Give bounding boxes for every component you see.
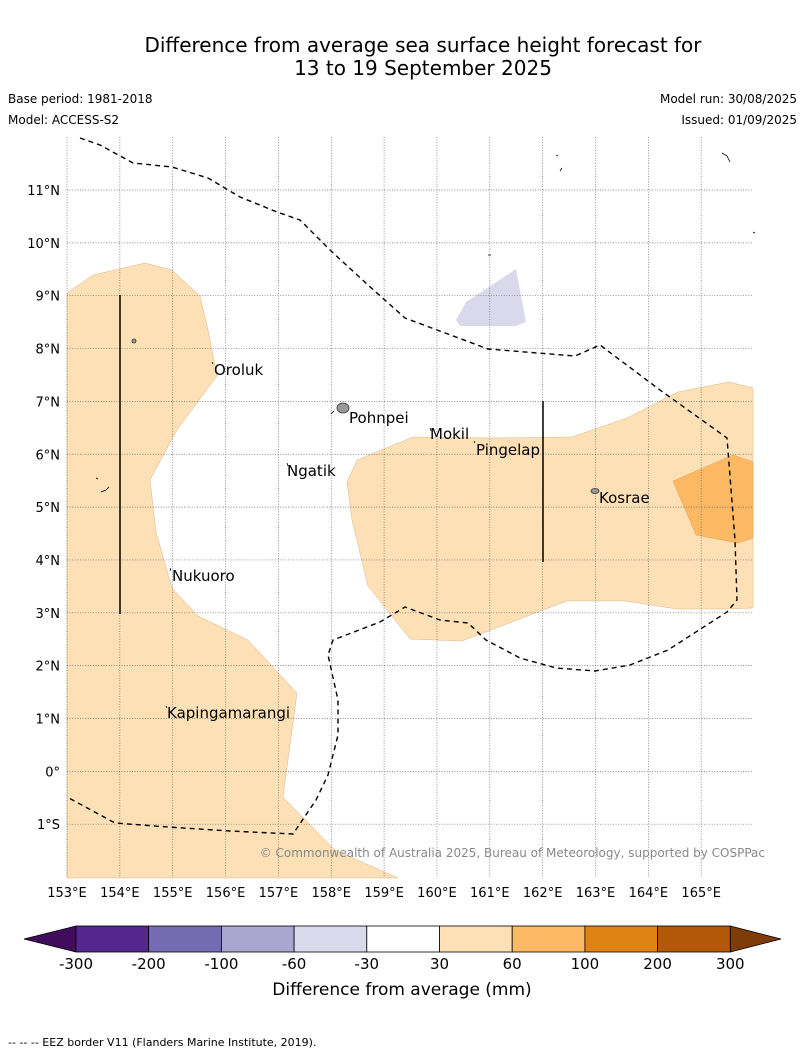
lon-tick-label: 163°E <box>576 886 616 901</box>
colorbar-tick-labels: -300 -200 -100 -60 -30 30 60 100 200 300 <box>59 955 745 973</box>
lat-tick-label: 4°N <box>36 554 61 569</box>
lat-tick-label: 9°N <box>36 290 61 305</box>
lat-tick-label: 0° <box>45 765 60 780</box>
eez-border-north <box>66 137 738 835</box>
lat-tick-label: 2°N <box>36 660 61 675</box>
place-label-oroluk: Oroluk <box>214 361 263 379</box>
colorbar-bin <box>75 925 150 953</box>
colorbar-bin <box>148 925 222 953</box>
place-label-pingelap: Pingelap <box>476 441 540 459</box>
lon-tick-label: 159°E <box>364 886 404 901</box>
colorbar-tick-label: 200 <box>643 955 672 973</box>
colorbar-tick-label: 60 <box>503 955 522 973</box>
lon-tick-label: 161°E <box>470 886 510 901</box>
map-title-line1: Difference from average sea surface heig… <box>144 33 702 57</box>
lon-tick-label: 158°E <box>311 886 351 901</box>
colorbar-tick-label: -200 <box>132 955 166 973</box>
eez-legend-note: -- -- -- EEZ border V11 (Flanders Marine… <box>8 1036 317 1049</box>
lon-tick-label: 154°E <box>100 886 140 901</box>
lon-tick-label: 155°E <box>153 886 193 901</box>
lon-tick-label: 156°E <box>206 886 246 901</box>
colorbar <box>23 925 782 953</box>
latitude-labels: 11°N 10°N 9°N 8°N 7°N 6°N 5°N 4°N 3°N 2°N 1°N 0° 1°S <box>27 184 60 833</box>
issued-date: Issued: 01/09/2025 <box>681 113 797 127</box>
colorbar-bin <box>293 925 368 953</box>
place-label-kosrae: Kosrae <box>599 489 650 507</box>
colorbar-extend-low <box>23 925 77 953</box>
anomaly-region-negative <box>456 269 526 326</box>
islands <box>95 152 756 709</box>
anomaly-region-west <box>66 262 399 879</box>
place-label-mokil: Mokil <box>430 425 469 443</box>
lat-tick-label: 10°N <box>27 237 60 252</box>
longitude-labels: 153°E 154°E 155°E 156°E 157°E 158°E 159°E 160°E… <box>47 886 721 901</box>
lon-tick-label: 157°E <box>259 886 299 901</box>
colorbar-tick-label: -300 <box>59 955 93 973</box>
place-labels: Oroluk Pohnpei Mokil Pingelap Ngatik Kosrae Nu… <box>167 361 650 722</box>
colorbar-bin <box>220 925 295 953</box>
model-name: Model: ACCESS-S2 <box>8 113 120 127</box>
base-period: Base period: 1981-2018 <box>8 92 153 106</box>
islet-marks <box>95 152 756 709</box>
lat-tick-label: 1°S <box>37 818 60 833</box>
lat-tick-label: 3°N <box>36 607 61 622</box>
copyright-text: © Commonwealth of Australia 2025, Bureau… <box>260 846 765 860</box>
lon-tick-label: 160°E <box>417 886 457 901</box>
colorbar-title: Difference from average (mm) <box>272 980 531 1000</box>
lon-tick-label: 165°E <box>681 886 721 901</box>
lat-tick-label: 5°N <box>36 501 61 516</box>
lon-tick-label: 162°E <box>523 886 563 901</box>
anomaly-region-east <box>346 381 754 642</box>
colorbar-bin <box>657 925 731 953</box>
colorbar-tick-label: 300 <box>716 955 745 973</box>
colorbar-bin <box>439 925 513 953</box>
place-label-pohnpei: Pohnpei <box>349 409 409 427</box>
colorbar-tick-label: -60 <box>282 955 307 973</box>
place-label-nukuoro: Nukuoro <box>172 567 235 585</box>
model-run-date: Model run: 30/08/2025 <box>659 92 797 106</box>
place-label-ngatik: Ngatik <box>287 462 336 480</box>
colorbar-extend-high <box>729 925 782 953</box>
lat-tick-label: 6°N <box>36 448 61 463</box>
colorbar-tick-label: -100 <box>204 955 238 973</box>
colorbar-tick-label: 100 <box>571 955 600 973</box>
eez-borders <box>66 137 738 835</box>
colorbar-bin <box>584 925 659 953</box>
lat-tick-label: 11°N <box>27 184 60 199</box>
colorbar-bin <box>511 925 586 953</box>
lat-tick-label: 7°N <box>36 395 61 410</box>
colorbar-bin <box>366 925 440 953</box>
colorbar-tick-label: 30 <box>430 955 449 973</box>
pohnpei-island <box>336 402 350 414</box>
map-title-line2: 13 to 19 September 2025 <box>294 56 552 80</box>
lon-tick-label: 164°E <box>629 886 669 901</box>
lat-tick-label: 8°N <box>36 343 61 358</box>
kosrae-island <box>590 488 600 494</box>
lon-tick-label: 153°E <box>47 886 87 901</box>
colorbar-tick-label: -30 <box>355 955 380 973</box>
small-atoll-island <box>131 338 137 344</box>
anomaly-region-high <box>672 454 754 544</box>
place-label-kapingamarangi: Kapingamarangi <box>167 704 290 722</box>
lat-tick-label: 1°N <box>36 713 61 728</box>
